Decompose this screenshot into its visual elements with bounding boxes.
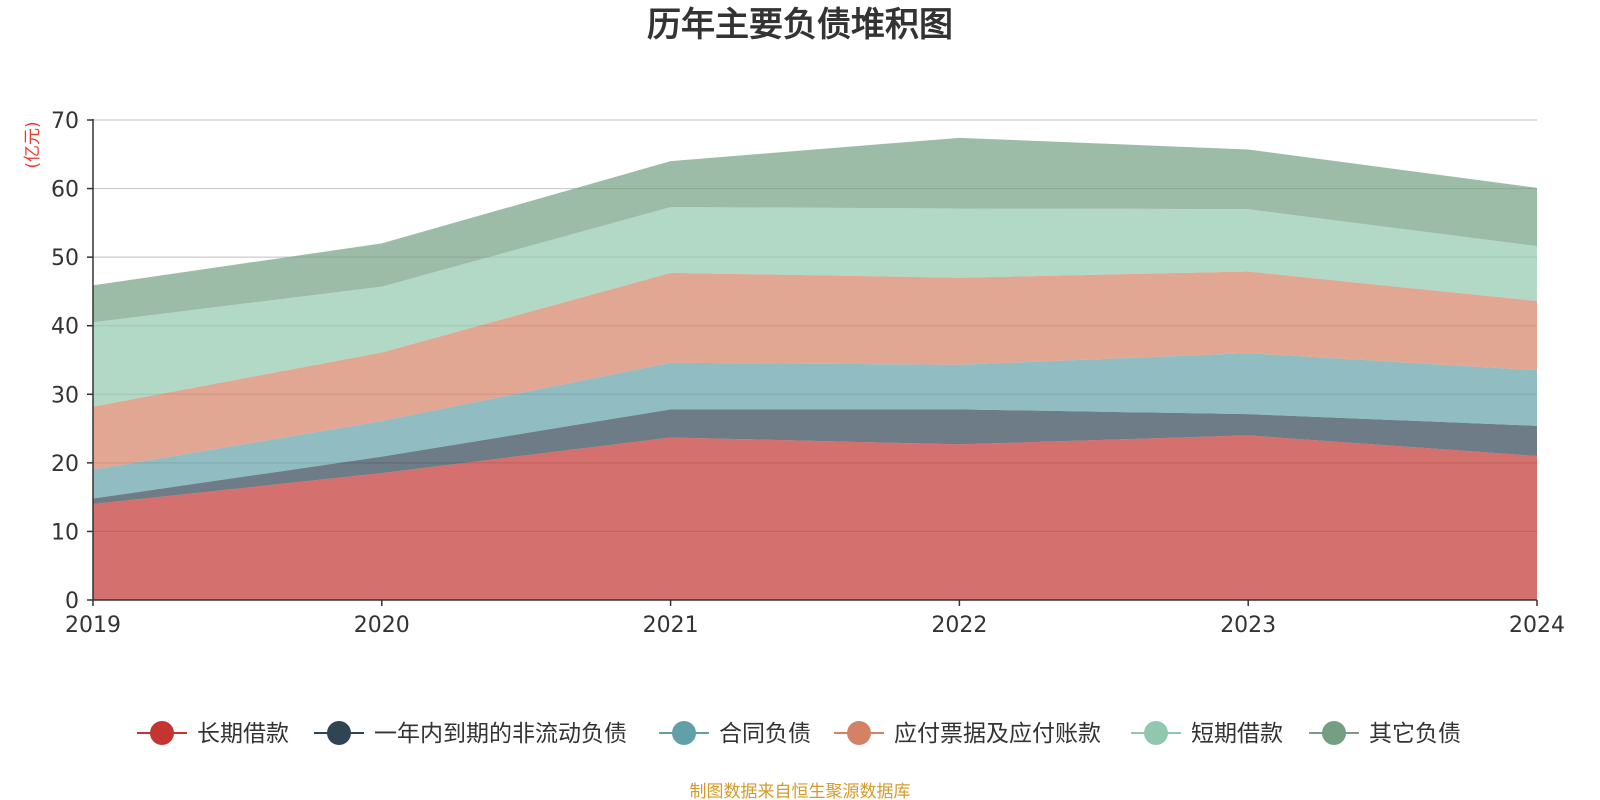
area-series-2 (93, 409, 1537, 504)
y-tick-label: 0 (65, 589, 79, 614)
legend-label: 短期借款 (1191, 721, 1283, 747)
x-tick-label: 2023 (1220, 613, 1276, 638)
legend-marker (327, 721, 351, 745)
y-tick-label: 20 (51, 452, 79, 477)
legend-label: 其它负债 (1369, 721, 1461, 747)
area-series-5 (93, 207, 1537, 407)
legend-item-5[interactable]: 短期借款 (1131, 721, 1283, 747)
legend-item-3[interactable]: 合同负债 (659, 721, 811, 747)
legend: 长期借款 一年内到期的非流动负债 合同负债 应付票据及应付账款 短期借款 其它负债 (137, 721, 1461, 747)
axes: 0 10 20 30 40 50 60 70 2019 2020 2021 2022 2023 2024 (51, 109, 1565, 638)
legend-label: 长期借款 (197, 721, 289, 747)
area-series-1 (93, 435, 1537, 600)
legend-label: 一年内到期的非流动负债 (374, 721, 627, 747)
area-series-6 (93, 137, 1537, 323)
area-series-layer (93, 137, 1537, 600)
chart-title: 历年主要负债堆积图 (647, 5, 953, 45)
area-series-4 (93, 271, 1537, 470)
legend-item-6[interactable]: 其它负债 (1309, 721, 1461, 747)
legend-marker (847, 721, 871, 745)
legend-label: 应付票据及应付账款 (894, 721, 1101, 747)
legend-label: 合同负债 (719, 721, 811, 747)
x-tick-label: 2021 (643, 613, 699, 638)
y-tick-label: 60 (51, 178, 79, 203)
legend-item-4[interactable]: 应付票据及应付账款 (834, 721, 1101, 747)
legend-marker (1322, 721, 1346, 745)
y-tick-label: 70 (51, 109, 79, 134)
y-tick-label: 50 (51, 246, 79, 271)
y-tick-label: 30 (51, 383, 79, 408)
x-tick-label: 2022 (931, 613, 987, 638)
x-tick-label: 2024 (1509, 613, 1565, 638)
legend-marker (150, 721, 174, 745)
legend-marker (1144, 721, 1168, 745)
legend-item-1[interactable]: 长期借款 (137, 721, 289, 747)
y-tick-label: 10 (51, 520, 79, 545)
y-tick-label: 40 (51, 315, 79, 340)
source-note: 制图数据来自恒生聚源数据库 (690, 782, 911, 800)
x-tick-label: 2019 (65, 613, 121, 638)
legend-item-2[interactable]: 一年内到期的非流动负债 (314, 721, 627, 747)
area-series-3 (93, 353, 1537, 499)
legend-marker (672, 721, 696, 745)
x-tick-label: 2020 (354, 613, 410, 638)
y-axis-unit-label: (亿元) (23, 121, 43, 168)
